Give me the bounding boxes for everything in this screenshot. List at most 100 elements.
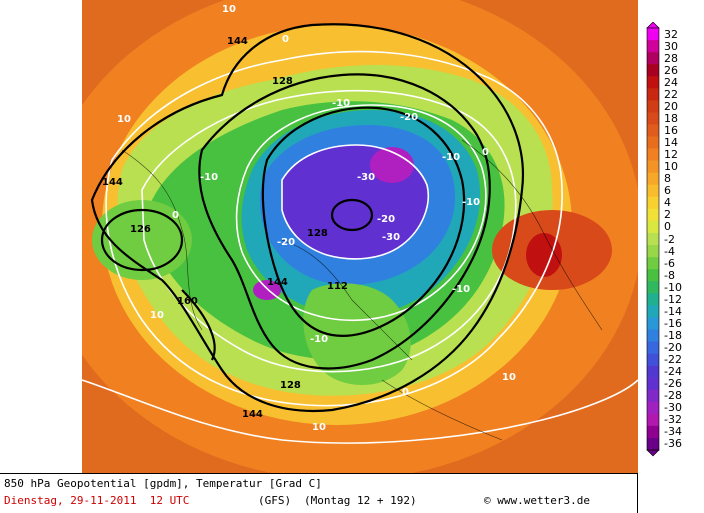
legend-label: -6 xyxy=(664,256,675,270)
legend-swatch xyxy=(647,389,659,403)
label-10-south: 10 xyxy=(312,422,326,433)
legend-label: 0 xyxy=(664,220,671,234)
legend-swatch xyxy=(647,112,659,125)
label-minus20-sw: -20 xyxy=(277,237,295,248)
label-10-west: 10 xyxy=(117,114,131,125)
legend-swatch xyxy=(647,425,659,439)
legend-label: -26 xyxy=(664,377,682,391)
legend-label: 28 xyxy=(664,51,678,65)
weather-map: 144 128 112 160 126 144 144 128 128 144 … xyxy=(82,0,638,473)
legend-colorbar xyxy=(646,22,660,457)
map-footer: 850 hPa Geopotential [gpdm], Temperatur … xyxy=(0,474,638,513)
label-10-sw: 10 xyxy=(150,310,164,321)
legend-arrow-bottom xyxy=(646,449,660,457)
legend-label: 10 xyxy=(664,160,678,174)
legend-label: -20 xyxy=(664,341,682,354)
legend-swatch xyxy=(647,148,659,161)
label-minus30-core: -30 xyxy=(357,172,375,183)
model-name: (GFS) xyxy=(258,494,292,507)
legend-label: -24 xyxy=(664,365,682,379)
legend-label: -4 xyxy=(664,244,675,258)
legend-swatch xyxy=(647,76,659,89)
label-128-south: 128 xyxy=(280,380,301,391)
legend-swatch xyxy=(647,341,659,354)
legend-label: -8 xyxy=(664,268,675,282)
legend-label: 18 xyxy=(664,111,678,125)
legend-label: 4 xyxy=(664,196,671,210)
contour-labels: 144 128 112 160 126 144 144 128 128 144 … xyxy=(102,4,516,433)
legend-label: -28 xyxy=(664,389,682,403)
label-144-north: 144 xyxy=(227,36,248,47)
legend-label: -36 xyxy=(664,437,682,451)
legend-swatch xyxy=(647,413,659,427)
legend-swatch xyxy=(647,28,659,41)
isotherms xyxy=(82,50,638,444)
legend-label: 30 xyxy=(664,39,678,53)
legend-swatch xyxy=(647,64,659,77)
legend-swatch xyxy=(647,305,659,318)
legend-label: -30 xyxy=(664,401,682,415)
label-minus20-east: -20 xyxy=(377,214,395,225)
legend-label: -16 xyxy=(664,316,682,330)
legend-frame xyxy=(646,27,660,451)
legend-swatch xyxy=(647,281,659,294)
legend-label: 20 xyxy=(664,99,678,113)
label-144-south: 144 xyxy=(242,409,263,420)
legend-label: -34 xyxy=(664,425,682,439)
legend-label: -18 xyxy=(664,328,682,342)
legend-label: 8 xyxy=(664,172,671,186)
label-10-nw: 10 xyxy=(222,4,236,15)
label-minus10-east: -10 xyxy=(452,284,470,295)
label-0-west: 0 xyxy=(172,210,179,221)
legend-label: 6 xyxy=(664,184,671,198)
label-minus10-far-east: -10 xyxy=(462,197,480,208)
temperature-legend: 32 30 28 26 24 22 20 18 16 14 12 10 8 6 4 2 0 -2 -4 -6 -8 -10… xyxy=(641,22,704,462)
map-frame: 144 128 112 160 126 144 144 128 128 144 … xyxy=(0,0,638,474)
legend-arrow-top xyxy=(646,22,660,29)
label-minus30-east: -30 xyxy=(382,232,400,243)
legend-label: -10 xyxy=(664,280,682,294)
legend-swatch xyxy=(647,136,659,149)
legend-label: 14 xyxy=(664,136,678,150)
legend-label: -12 xyxy=(664,292,682,306)
temperature-field-extreme-1 xyxy=(370,147,414,183)
legend-label: -14 xyxy=(664,304,682,318)
legend-swatch xyxy=(647,437,659,451)
temperature-field-east-hot xyxy=(526,233,562,277)
label-minus10-south: -10 xyxy=(310,334,328,345)
legend-swatch xyxy=(647,329,659,342)
copyright-link[interactable]: © www.wetter3.de xyxy=(484,494,590,507)
label-minus10-north: -10 xyxy=(332,98,350,109)
label-minus10-ne: -10 xyxy=(442,152,460,163)
coastlines xyxy=(121,139,603,441)
geopotential-contours xyxy=(90,23,524,412)
label-126-west: 126 xyxy=(130,224,151,235)
legend-label: 32 xyxy=(664,27,678,41)
legend-swatch xyxy=(647,160,659,173)
temperature-field-west-low xyxy=(92,200,192,280)
label-128-center: 128 xyxy=(307,228,328,239)
legend-swatch xyxy=(647,377,659,391)
model-run: (Montag 12 + 192) xyxy=(304,494,417,507)
legend-swatch xyxy=(647,124,659,137)
label-128-north: 128 xyxy=(272,76,293,87)
legend-swatch xyxy=(647,293,659,306)
legend-swatch xyxy=(647,208,659,222)
legend-swatch xyxy=(647,220,659,234)
legend-swatch xyxy=(647,184,659,198)
legend-label: 2 xyxy=(664,208,671,222)
legend-swatch xyxy=(647,365,659,378)
legend-swatch xyxy=(647,232,659,246)
label-0-east: 0 xyxy=(482,147,489,158)
legend-label: 24 xyxy=(664,75,678,89)
label-112-center: 112 xyxy=(327,281,348,292)
forecast-date: Dienstag, 29-11-2011 12 UTC xyxy=(4,494,190,507)
legend-swatch xyxy=(647,196,659,210)
legend-swatch xyxy=(647,269,659,282)
legend-swatch xyxy=(647,257,659,270)
legend-label: 12 xyxy=(664,148,678,162)
legend-swatch xyxy=(647,88,659,101)
label-144-center: 144 xyxy=(267,277,288,288)
legend-swatch xyxy=(647,401,659,415)
label-0-north: 0 xyxy=(282,34,289,45)
